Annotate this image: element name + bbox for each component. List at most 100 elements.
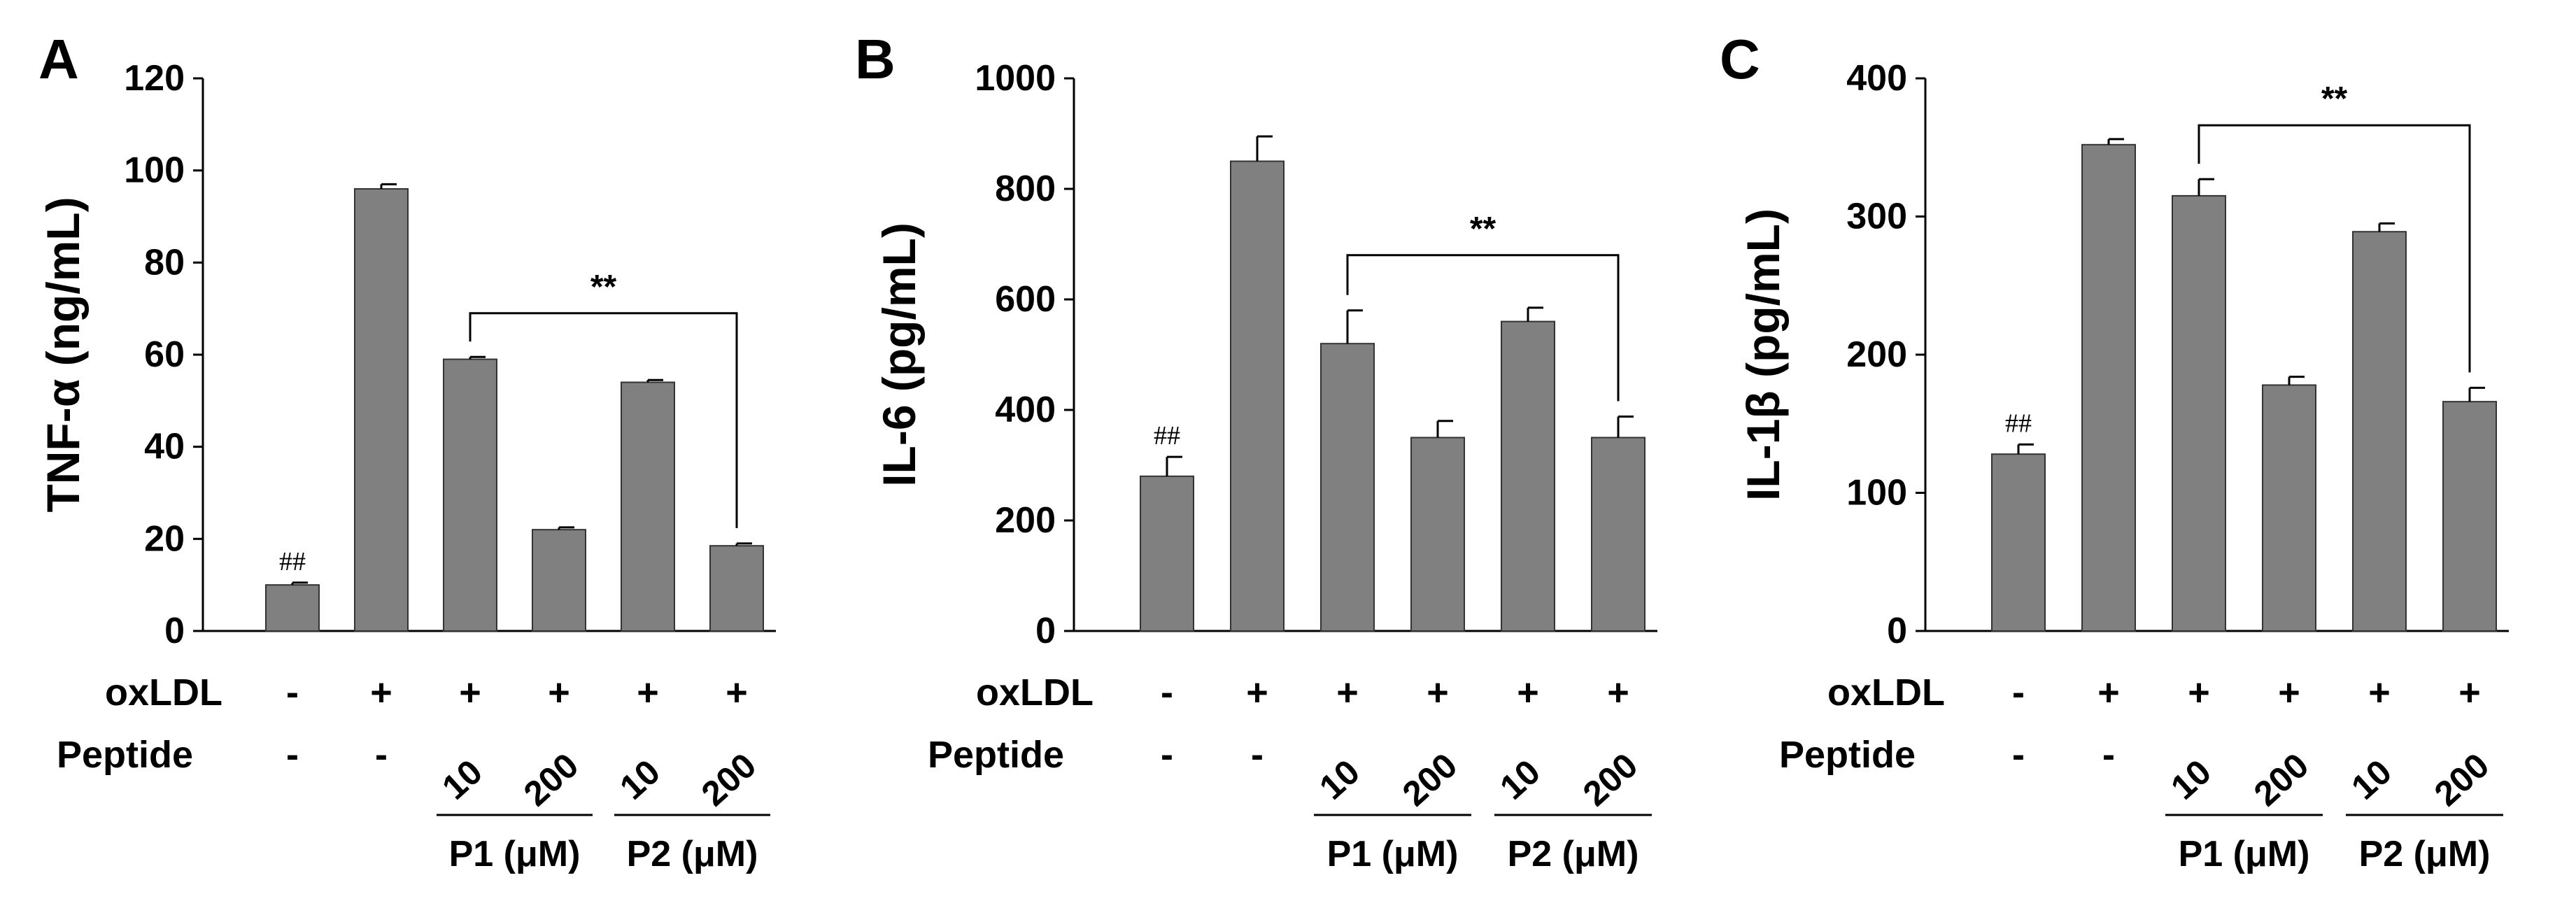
y-tick-label: 0 [164, 611, 185, 651]
y-tick-label: 200 [1846, 334, 1907, 375]
oxldl-sign: - [2012, 672, 2025, 714]
bar [2352, 231, 2407, 632]
chart-panel-c: C IL-1β (pg/mL) 0 100 200 300 400 ## ** oxLDL - + + +… [1720, 28, 2509, 874]
bar [2081, 143, 2136, 632]
bar [1140, 475, 1194, 632]
group-label: P1 (μM) [1327, 834, 1459, 874]
peptide-concentration: 200 [2427, 746, 2496, 814]
oxldl-sign: + [2097, 672, 2120, 714]
bar [2262, 384, 2316, 632]
peptide-sign: - [286, 734, 299, 776]
group-label: P2 (μM) [2359, 834, 2491, 874]
oxldl-sign: + [2278, 672, 2300, 714]
y-tick-label: 120 [124, 58, 185, 99]
oxldl-sign: + [1607, 672, 1629, 714]
oxldl-sign: + [548, 672, 570, 714]
bar [709, 545, 764, 632]
peptide-sign: - [375, 734, 388, 776]
oxldl-sign: + [2188, 672, 2210, 714]
oxldl-sign: + [2368, 672, 2391, 714]
oxldl-row-label: oxLDL [1827, 672, 1945, 714]
oxldl-row-label: oxLDL [976, 672, 1094, 714]
y-axis-label: IL-1β (pg/mL) [1737, 208, 1789, 501]
bar [2172, 194, 2226, 632]
significance-bracket [469, 312, 738, 528]
y-tick-label: 80 [144, 242, 185, 283]
significance-bracket [2198, 124, 2471, 373]
y-tick-label: 60 [144, 334, 185, 375]
panel-letter: C [1720, 28, 1760, 90]
oxldl-sign: + [2458, 672, 2481, 714]
hash-significance: ## [1154, 421, 1180, 450]
y-tick-label: 600 [995, 279, 1056, 320]
y-tick-label: 40 [144, 427, 185, 467]
bar [354, 188, 409, 632]
y-tick-label: 0 [1887, 611, 1907, 651]
y-tick-label: 300 [1846, 197, 1907, 237]
oxldl-row-label: oxLDL [105, 672, 222, 714]
y-tick-label: 800 [995, 169, 1056, 209]
peptide-row-label: Peptide [57, 734, 193, 776]
chart-panel-b: B IL-6 (pg/mL) 0 200 400 600 800 1000 ## ** oxLDL -… [855, 28, 1657, 874]
oxldl-sign: + [726, 672, 748, 714]
peptide-concentration: 10 [2344, 752, 2399, 807]
panel-letter: A [38, 28, 79, 90]
significance-bracket [1346, 254, 1620, 402]
oxldl-sign: + [637, 672, 659, 714]
peptide-row-label: Peptide [928, 734, 1064, 776]
y-tick-label: 400 [995, 390, 1056, 430]
bar [1410, 437, 1465, 632]
oxldl-sign: + [1336, 672, 1359, 714]
bar [1501, 320, 1555, 632]
significance-label: ** [1470, 211, 1496, 248]
peptide-concentration: 200 [2246, 746, 2316, 814]
y-tick-label: 200 [995, 500, 1056, 541]
bar [265, 584, 320, 632]
bar [2442, 401, 2497, 632]
peptide-sign: - [1161, 734, 1173, 776]
bar [1320, 343, 1375, 632]
peptide-concentration: 10 [2163, 752, 2218, 807]
bar [443, 358, 497, 632]
peptide-concentration: 200 [516, 746, 586, 814]
peptide-sign: - [2102, 734, 2115, 776]
y-tick-label: 400 [1846, 58, 1907, 99]
y-tick-label: 100 [1846, 473, 1907, 513]
bar [1230, 160, 1285, 632]
chart-panel-a: A TNF-α (ng/mL) 0 20 40 60 80 100 120 ## ** oxLDL - +… [37, 28, 776, 874]
panel-letter: B [855, 28, 896, 90]
peptide-concentration: 200 [1576, 746, 1645, 814]
y-tick-label: 20 [144, 518, 185, 559]
y-tick-label: 0 [1035, 611, 1056, 651]
peptide-concentration: 10 [612, 752, 667, 807]
bar [621, 381, 675, 632]
oxldl-sign: + [1517, 672, 1539, 714]
peptide-concentration: 10 [434, 752, 490, 807]
peptide-row-label: Peptide [1779, 734, 1916, 776]
significance-label: ** [2321, 80, 2348, 118]
oxldl-sign: + [459, 672, 481, 714]
oxldl-sign: - [1161, 672, 1173, 714]
group-label: P2 (μM) [1508, 834, 1639, 874]
peptide-concentration: 10 [1492, 752, 1548, 807]
peptide-concentration: 200 [694, 746, 763, 814]
hash-significance: ## [279, 547, 306, 576]
group-label: P2 (μM) [627, 834, 758, 874]
y-tick-label: 100 [124, 150, 185, 191]
bar [1991, 453, 2046, 632]
oxldl-sign: - [286, 672, 299, 714]
peptide-concentration: 10 [1312, 752, 1367, 807]
peptide-sign: - [1251, 734, 1264, 776]
bar [532, 529, 586, 632]
oxldl-sign: + [1246, 672, 1268, 714]
oxldl-sign: + [1427, 672, 1449, 714]
group-label: P1 (μM) [2179, 834, 2310, 874]
oxldl-sign: + [370, 672, 392, 714]
y-axis-label: IL-6 (pg/mL) [873, 222, 925, 487]
hash-significance: ## [2005, 409, 2032, 438]
y-axis-label: TNF-α (ng/mL) [37, 197, 89, 512]
bar [1591, 437, 1646, 632]
peptide-concentration: 200 [1395, 746, 1464, 814]
peptide-sign: - [2012, 734, 2025, 776]
